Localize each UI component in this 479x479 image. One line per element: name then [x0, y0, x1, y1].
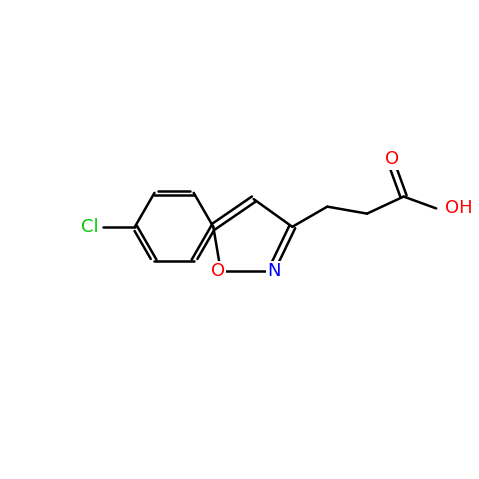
Text: O: O — [211, 262, 225, 280]
Text: Cl: Cl — [81, 218, 99, 236]
Text: OH: OH — [445, 199, 472, 217]
Text: N: N — [267, 262, 281, 280]
Text: O: O — [385, 150, 399, 169]
